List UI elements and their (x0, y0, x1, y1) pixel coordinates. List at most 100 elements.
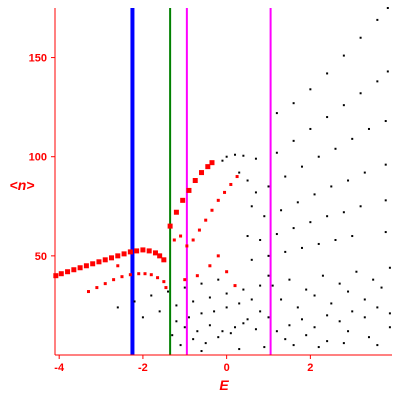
point-s2-130 (238, 171, 241, 174)
point-s0-19 (167, 223, 173, 229)
point-s1-1 (95, 286, 99, 290)
point-s2-26 (296, 201, 299, 204)
point-s2-78 (234, 326, 237, 329)
point-s2-7 (386, 7, 389, 9)
point-s0-2 (65, 269, 71, 275)
point-s2-42 (284, 250, 287, 253)
point-s2-99 (296, 306, 299, 309)
point-s2-28 (330, 185, 333, 188)
point-s2-121 (342, 342, 345, 345)
point-s2-29 (347, 179, 350, 182)
point-s2-128 (246, 235, 249, 238)
point-s2-117 (367, 336, 370, 339)
point-s1-15 (197, 228, 201, 232)
point-s2-49 (234, 153, 237, 156)
point-s2-124 (200, 350, 203, 353)
point-s2-84 (229, 332, 232, 335)
point-s2-24 (263, 215, 266, 218)
point-s1-29 (116, 264, 120, 268)
point-s2-77 (221, 330, 224, 333)
point-s2-86 (254, 328, 257, 331)
point-s2-103 (363, 298, 366, 301)
point-s2-105 (271, 284, 274, 287)
point-s2-13 (359, 92, 362, 95)
point-s2-131 (246, 179, 249, 182)
point-s2-36 (326, 215, 329, 218)
point-s0-24 (199, 170, 205, 176)
point-s2-27 (313, 193, 316, 196)
point-s0-16 (152, 250, 158, 256)
point-s2-62 (175, 304, 178, 307)
point-s2-83 (217, 336, 220, 339)
point-s2-126 (171, 334, 174, 337)
point-s2-2 (309, 88, 312, 91)
point-s2-17 (284, 175, 287, 178)
point-s2-85 (242, 322, 245, 325)
point-s2-73 (250, 298, 253, 301)
point-s2-4 (342, 54, 345, 57)
point-s2-100 (313, 294, 316, 297)
point-s0-20 (173, 209, 179, 215)
point-s0-13 (134, 248, 140, 254)
point-s2-50 (242, 154, 245, 157)
point-s0-4 (77, 265, 83, 271)
point-s2-106 (288, 278, 291, 281)
point-s1-2 (103, 282, 107, 286)
point-s1-16 (204, 218, 208, 222)
point-s2-66 (242, 288, 245, 291)
point-s2-41 (267, 254, 270, 257)
point-s2-110 (355, 270, 358, 273)
point-s2-114 (305, 334, 308, 337)
point-s1-22 (183, 278, 187, 282)
point-s1-8 (149, 273, 153, 277)
point-s2-101 (330, 302, 333, 305)
point-s1-12 (179, 234, 183, 238)
y-tick-label-2: 150 (29, 53, 47, 65)
point-s2-134 (259, 284, 262, 287)
point-s2-71 (225, 306, 228, 309)
point-s2-10 (309, 127, 312, 130)
point-s1-9 (156, 276, 160, 280)
point-s2-8 (275, 151, 278, 154)
point-s1-11 (172, 238, 176, 242)
point-s2-94 (351, 310, 354, 313)
point-s2-15 (386, 70, 389, 73)
point-s2-90 (300, 318, 303, 321)
point-s0-21 (180, 197, 186, 203)
point-s1-19 (223, 190, 227, 194)
point-s2-55 (150, 294, 153, 297)
y-tick-label-0: 50 (35, 251, 47, 263)
point-s1-25 (216, 254, 220, 258)
point-s2-125 (263, 346, 266, 349)
point-s2-95 (363, 316, 366, 319)
point-s2-40 (250, 258, 253, 261)
point-s2-96 (376, 306, 379, 309)
point-s1-6 (137, 272, 141, 276)
point-s0-6 (90, 261, 96, 267)
point-s2-48 (225, 155, 228, 158)
point-s0-3 (71, 267, 77, 273)
point-s2-51 (254, 157, 257, 160)
point-s1-24 (208, 264, 212, 268)
point-s2-111 (372, 278, 375, 281)
point-s2-133 (267, 274, 270, 277)
point-s0-18 (161, 257, 167, 263)
point-s2-91 (313, 326, 316, 329)
point-s2-45 (334, 238, 337, 241)
point-s0-12 (127, 249, 133, 255)
point-s2-61 (158, 310, 161, 313)
point-s2-44 (317, 242, 320, 245)
point-s2-65 (225, 292, 228, 295)
point-s2-5 (359, 36, 362, 39)
point-s0-23 (192, 178, 198, 184)
point-s2-129 (250, 205, 253, 208)
point-s2-9 (292, 139, 295, 142)
point-s2-112 (388, 266, 391, 269)
point-s0-11 (121, 251, 127, 257)
point-s0-22 (186, 187, 192, 193)
point-s2-54 (133, 300, 136, 303)
point-s2-72 (238, 302, 241, 305)
point-s0-9 (109, 255, 115, 261)
point-s2-75 (196, 330, 199, 333)
point-s1-27 (233, 284, 237, 288)
